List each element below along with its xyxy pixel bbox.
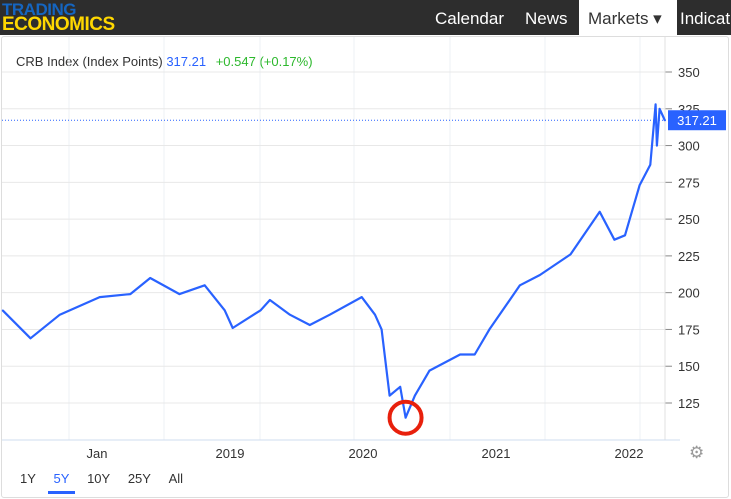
range-selector: 1Y 5Y 10Y 25Y All bbox=[20, 471, 197, 494]
y-tick-label: 150 bbox=[678, 359, 700, 374]
data-point bbox=[428, 369, 431, 372]
data-point bbox=[178, 293, 181, 295]
data-point bbox=[129, 293, 132, 295]
last-value-badge bbox=[668, 110, 726, 131]
data-point bbox=[374, 313, 376, 316]
data-point bbox=[488, 328, 491, 331]
data-point bbox=[649, 163, 652, 166]
y-tick-label: 350 bbox=[678, 65, 700, 80]
range-all[interactable]: All bbox=[168, 471, 184, 486]
data-point bbox=[203, 284, 206, 287]
data-point bbox=[404, 416, 407, 419]
y-tick-label: 125 bbox=[678, 396, 700, 411]
data-point bbox=[656, 144, 658, 147]
index-name: CRB Index (Index Points) bbox=[16, 54, 163, 69]
range-5y[interactable]: 5Y bbox=[47, 471, 76, 494]
gear-icon[interactable]: ⚙ bbox=[689, 443, 705, 462]
data-point bbox=[380, 328, 383, 331]
data-point bbox=[569, 253, 572, 256]
data-point bbox=[414, 394, 416, 397]
nav-calendar[interactable]: Calendar bbox=[435, 9, 504, 28]
range-25y[interactable]: 25Y bbox=[127, 471, 151, 486]
data-point bbox=[223, 309, 226, 312]
data-point bbox=[309, 324, 311, 326]
data-point bbox=[328, 313, 331, 316]
x-tick-label: 2020 bbox=[349, 446, 378, 461]
data-point bbox=[388, 394, 391, 397]
data-point bbox=[519, 284, 521, 287]
x-tick-label: 2019 bbox=[216, 446, 245, 461]
data-point bbox=[624, 234, 626, 237]
data-point bbox=[539, 274, 541, 276]
x-tick-label: Jan bbox=[87, 446, 108, 461]
data-point bbox=[658, 107, 661, 110]
data-point bbox=[664, 119, 666, 122]
nav-indicators[interactable]: Indicat bbox=[680, 9, 731, 28]
range-10y[interactable]: 10Y bbox=[87, 471, 111, 486]
last-value-label: 317.21 bbox=[677, 113, 717, 128]
nav-markets[interactable]: Markets ▾ bbox=[579, 0, 677, 35]
data-point bbox=[289, 313, 291, 316]
range-1y[interactable]: 1Y bbox=[20, 471, 36, 486]
data-point bbox=[459, 353, 461, 356]
data-point bbox=[598, 210, 601, 213]
data-point bbox=[269, 299, 271, 301]
highlight-circle bbox=[387, 399, 424, 436]
data-point bbox=[638, 184, 641, 187]
y-tick-label: 250 bbox=[678, 212, 700, 227]
data-point bbox=[231, 327, 234, 329]
y-tick-label: 175 bbox=[678, 322, 700, 337]
y-tick-label: 200 bbox=[678, 286, 700, 301]
data-point bbox=[98, 296, 101, 298]
y-tick-label: 225 bbox=[678, 249, 700, 264]
index-change: +0.547 (+0.17%) bbox=[215, 54, 313, 69]
nav-news[interactable]: News bbox=[525, 9, 568, 28]
data-point bbox=[360, 296, 363, 298]
chart-title: CRB Index (Index Points) 317.21 +0.547 (… bbox=[16, 54, 313, 69]
index-price: 317.21 bbox=[166, 54, 207, 69]
data-point bbox=[613, 238, 616, 241]
y-tick-label: 275 bbox=[678, 175, 700, 190]
data-point bbox=[259, 309, 262, 312]
top-navbar: TRADING ECONOMICS Calendar News Markets … bbox=[0, 0, 731, 35]
data-point bbox=[399, 386, 402, 388]
data-point bbox=[654, 103, 657, 106]
x-tick-label: 2021 bbox=[482, 446, 511, 461]
data-point bbox=[1, 309, 4, 312]
logo[interactable]: TRADING ECONOMICS bbox=[2, 0, 115, 35]
chart-card bbox=[1, 36, 729, 498]
series-line bbox=[1, 103, 666, 419]
data-point bbox=[29, 337, 32, 340]
data-point bbox=[58, 313, 61, 316]
data-point bbox=[149, 277, 151, 279]
y-tick-label: 300 bbox=[678, 139, 700, 154]
x-tick-label: 2022 bbox=[615, 446, 644, 461]
data-point bbox=[473, 353, 476, 356]
